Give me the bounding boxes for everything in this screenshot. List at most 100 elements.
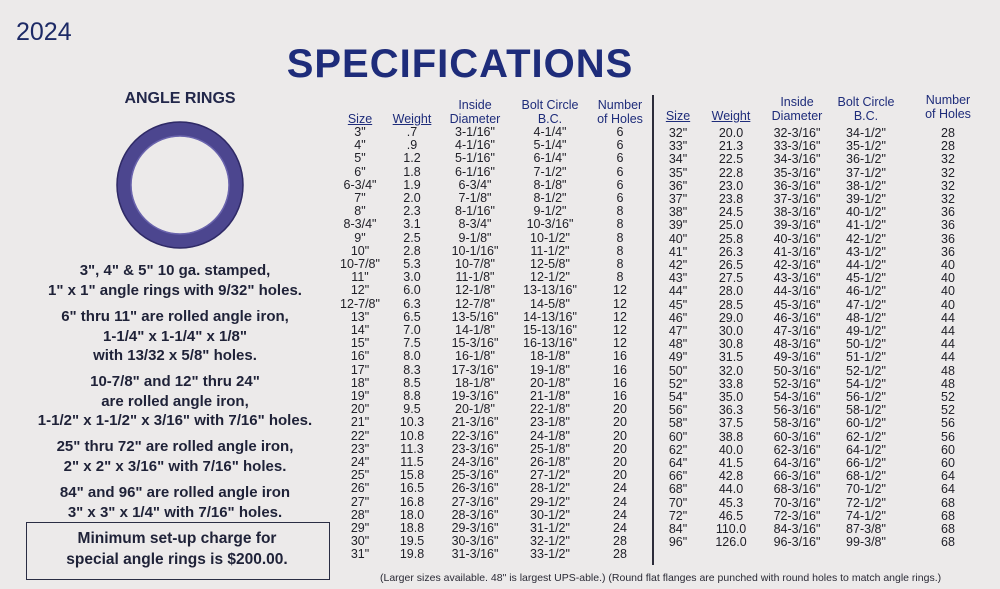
table-cell: 30-3/16" [451, 534, 499, 549]
table-cell: 30.0 [718, 324, 744, 338]
note-line: 1" x 1" angle rings with 9/32" holes. [48, 281, 302, 299]
note-line: 84" and 96" are rolled angle iron [59, 484, 291, 501]
table-cell: 37" [668, 192, 688, 206]
table-cell: 52-1/2" [846, 363, 886, 378]
table-cell: 72-1/2" [846, 495, 886, 510]
column-header: Diameter [449, 112, 501, 126]
table-cell: 68 [941, 522, 955, 536]
table-cell: 27" [350, 494, 370, 509]
table-cell: 7" [354, 191, 366, 205]
table-cell: 21-1/8" [530, 389, 570, 403]
table-cell: 37-3/16" [773, 192, 821, 206]
table-cell: 10.8 [399, 428, 425, 443]
table-cell: 36-3/16" [773, 178, 821, 193]
table-cell: 23-1/8" [530, 415, 570, 430]
table-cell: 8.0 [403, 349, 421, 364]
table-cell: 24 [613, 494, 627, 509]
table-cell: 70-3/16" [773, 495, 821, 510]
table-cell: 50-3/16" [773, 363, 821, 378]
note-line: with 13/32 x 5/8" holes. [93, 347, 257, 364]
table-cell: 5" [354, 151, 366, 166]
table-cell: 6 [616, 191, 624, 205]
table-cell: 11" [351, 270, 369, 285]
table-cell: 9.5 [403, 402, 421, 417]
table-cell: 22.8 [718, 165, 744, 180]
column-header: Size [665, 109, 691, 123]
table-cell: 11.3 [400, 441, 424, 456]
table-cell: 31" [350, 547, 370, 562]
table-cell: 11.5 [400, 455, 424, 469]
table-cell: 44-1/2" [846, 258, 886, 272]
table-cell: 18.8 [399, 521, 425, 535]
table-cell: 58-1/2" [846, 403, 886, 418]
table-cell: 39-1/2" [846, 192, 886, 206]
table-cell: 20 [613, 428, 627, 443]
table-cell: 43" [668, 271, 688, 286]
table-cell: 47-3/16" [773, 324, 821, 338]
table-cell: 6 [616, 151, 624, 166]
table-cell: 34-1/2" [846, 126, 886, 140]
table-cell: 44 [941, 350, 955, 365]
table-cell: 64-3/16" [773, 456, 821, 470]
table-cell: 64-1/2" [846, 442, 886, 457]
table-cell: 22-3/16" [451, 428, 499, 443]
table-cell: 48-3/16" [773, 337, 821, 352]
table-cell: 10-1/16" [451, 243, 499, 258]
table-cell: 8 [616, 217, 624, 232]
table-cell: 6 [616, 177, 624, 192]
table-cell: 22-1/8" [530, 402, 570, 417]
table-cell: 46" [668, 310, 688, 325]
table-cell: 8 [616, 204, 624, 219]
table-cell: 26.5 [718, 258, 744, 272]
table-cell: 52 [941, 403, 955, 418]
table-cell: 21-3/16" [451, 415, 499, 430]
column-header: Size [347, 112, 373, 126]
table-cell: 28 [941, 139, 955, 154]
table-cell: 47-1/2" [846, 297, 886, 312]
table-cell: 23" [350, 441, 370, 456]
table-cell: 15.8 [399, 468, 425, 483]
table-cell: 2.8 [403, 243, 421, 258]
note-line: 3", 4" & 5" 10 ga. stamped, [79, 262, 271, 279]
table-cell: 4-1/16" [455, 138, 495, 153]
table-cell: 28 [613, 547, 627, 562]
table-cell: 32 [941, 152, 955, 167]
table-cell: 52" [668, 376, 688, 391]
table-cell: 52-3/16" [773, 376, 821, 391]
table-cell: 28-1/2" [530, 481, 570, 496]
table-cell: 18-1/8" [530, 349, 570, 364]
table-cell: 9" [354, 230, 366, 245]
table-cell: 28" [350, 507, 370, 522]
column-header: Number [597, 98, 643, 112]
table-cell: 38" [668, 205, 688, 220]
table-cell: 16 [613, 375, 627, 390]
table-cell: 38.8 [718, 429, 744, 444]
table-cell: 20.0 [718, 126, 744, 140]
table-cell: 68" [668, 482, 688, 497]
table-cell: 36 [941, 218, 955, 233]
table-cell: 7-1/2" [533, 164, 567, 179]
section-heading: ANGLE RINGS [124, 90, 236, 107]
table-cell: 42-3/16" [773, 258, 821, 272]
table-cell: 21.3 [718, 139, 744, 154]
table-cell: 16 [613, 362, 627, 377]
table-cell: 37-1/2" [846, 165, 886, 180]
table-cell: 24.5 [718, 205, 744, 220]
table-cell: 28.5 [718, 297, 744, 312]
column-header: Inside [458, 98, 492, 112]
table-cell: 15-3/16" [451, 336, 499, 351]
table-cell: 66-1/2" [846, 456, 886, 470]
table-cell: 30.8 [718, 337, 744, 352]
table-cell: 58" [668, 416, 688, 431]
table-cell: 43-3/16" [773, 271, 821, 286]
table-cell: 56 [941, 416, 955, 431]
column-divider [652, 95, 654, 565]
table-cell: 58-3/16" [773, 416, 821, 431]
table-cell: 12 [613, 323, 627, 337]
table-cell: 25" [350, 468, 370, 483]
table-cell: 32" [668, 126, 688, 140]
table-cell: 46-1/2" [846, 284, 886, 299]
table-cell: 45-1/2" [846, 271, 886, 286]
table-cell: 68 [941, 508, 955, 523]
table-cell: 22" [350, 428, 370, 443]
